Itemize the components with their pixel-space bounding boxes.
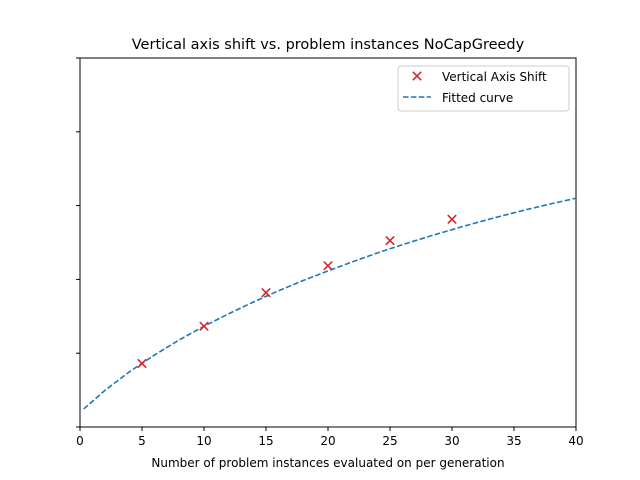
legend-item-line: Fitted curve (403, 91, 513, 105)
x-tick-label: 20 (320, 434, 335, 448)
data-point (261, 287, 271, 298)
x-tick-label: 10 (196, 434, 211, 448)
legend-item-scatter: Vertical Axis Shift (412, 70, 547, 84)
x-tick-label: 0 (76, 434, 84, 448)
x-tick-label: 30 (444, 434, 459, 448)
x-tick-label: 35 (506, 434, 521, 448)
y-axis-ticks (76, 57, 80, 428)
data-point-stroke (323, 260, 333, 271)
legend-box (397, 65, 570, 112)
legend-label-line: Fitted curve (442, 91, 513, 105)
plot-area (79, 57, 577, 428)
data-point-stroke (447, 214, 457, 225)
data-point (137, 358, 147, 369)
x-tick-label: 25 (382, 434, 397, 448)
x-tick-label: 40 (568, 434, 583, 448)
legend-marker-stroke (412, 71, 422, 81)
x-tick-label: 15 (258, 434, 273, 448)
x-tick-label: 5 (138, 434, 146, 448)
legend: Vertical Axis Shift Fitted curve (397, 65, 570, 112)
data-point-stroke (261, 287, 271, 298)
data-point-stroke (199, 321, 209, 332)
data-point (323, 260, 333, 271)
fitted-curve-line (83, 197, 577, 410)
legend-marker-x (412, 71, 422, 81)
data-point-stroke (385, 235, 395, 246)
x-axis-ticks: 0 5 10 15 20 25 30 35 40 (76, 427, 584, 448)
chart-title: Vertical axis shift vs. problem instance… (132, 37, 525, 53)
legend-label-scatter: Vertical Axis Shift (442, 70, 547, 84)
series-layer (83, 197, 577, 410)
x-axis-label: Number of problem instances evaluated on… (151, 456, 504, 470)
data-point-stroke (137, 358, 147, 369)
data-point (385, 235, 395, 246)
data-point (447, 214, 457, 225)
data-point (199, 321, 209, 332)
